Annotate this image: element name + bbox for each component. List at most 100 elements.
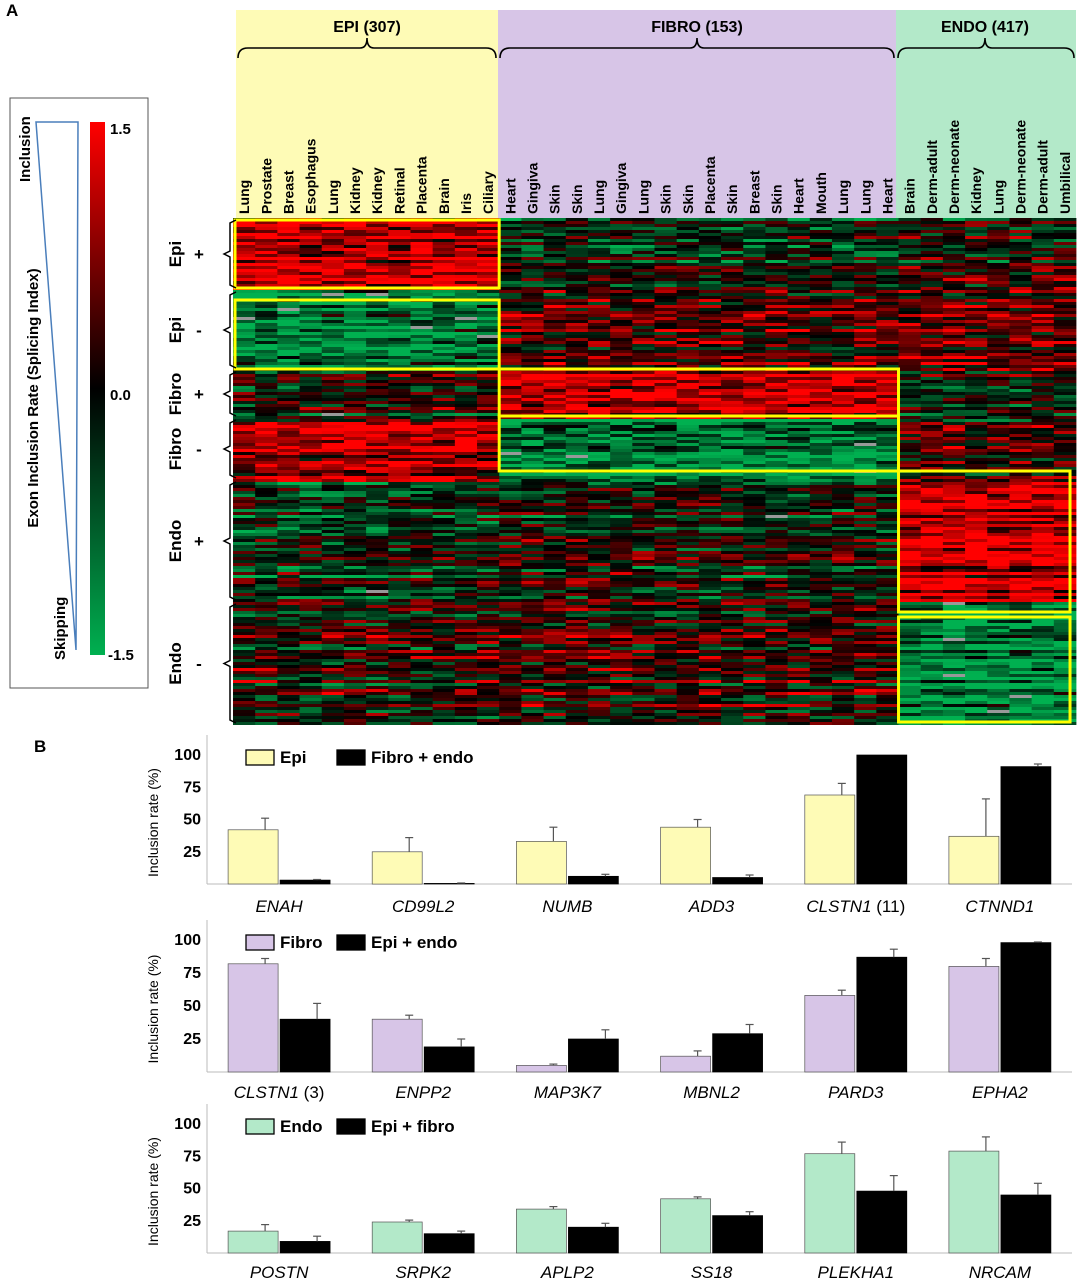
heatmap-cell xyxy=(654,353,678,356)
heatmap-cell xyxy=(410,305,434,308)
heatmap-cell xyxy=(233,416,256,419)
heatmap-cell xyxy=(366,422,389,425)
heatmap-cell xyxy=(876,290,899,293)
heatmap-cell xyxy=(610,377,633,380)
heatmap-cell xyxy=(1009,425,1033,428)
heatmap-cell xyxy=(321,557,345,560)
heatmap-cell xyxy=(321,251,345,254)
heatmap-cell xyxy=(676,359,700,362)
heatmap-cell xyxy=(743,593,766,596)
heatmap-cell xyxy=(987,401,1010,404)
heatmap-cell xyxy=(987,356,1010,359)
heatmap-cell xyxy=(565,449,589,452)
heatmap-cell xyxy=(831,551,855,554)
heatmap-cell xyxy=(654,374,678,377)
heatmap-cell xyxy=(366,518,389,521)
heatmap-cell xyxy=(565,419,589,422)
heatmap-cell xyxy=(787,446,811,449)
heatmap-cell xyxy=(1009,287,1033,290)
heatmap-cell xyxy=(676,572,700,575)
heatmap-cell xyxy=(654,272,678,275)
heatmap-cell xyxy=(454,350,478,353)
heatmap-cell xyxy=(898,383,922,386)
heatmap-cell xyxy=(477,332,500,335)
heatmap-cell xyxy=(743,275,766,278)
heatmap-cell xyxy=(277,602,300,605)
heatmap-cell xyxy=(388,278,411,281)
heatmap-cell xyxy=(654,338,678,341)
heatmap-cell xyxy=(432,251,456,254)
heatmap-cell xyxy=(1053,476,1077,479)
heatmap-cell xyxy=(654,329,678,332)
heatmap-cell xyxy=(787,593,811,596)
heatmap-cell xyxy=(477,317,500,320)
heatmap-cell xyxy=(765,434,788,437)
heatmap-cell xyxy=(565,473,589,476)
heatmap-cell xyxy=(854,527,877,530)
heatmap-cell xyxy=(942,284,966,287)
heatmap-cell xyxy=(499,245,522,248)
heatmap-cell xyxy=(299,590,323,593)
heatmap-cell xyxy=(721,404,744,407)
heatmap-cell xyxy=(255,539,278,542)
heatmap-cell xyxy=(809,239,833,242)
heatmap-cell xyxy=(255,551,278,554)
heatmap-cell xyxy=(388,521,411,524)
heatmap-cell xyxy=(343,275,367,278)
heatmap-cell xyxy=(854,332,877,335)
heatmap-cell xyxy=(831,224,855,227)
heatmap-cell xyxy=(809,395,833,398)
heatmap-cell xyxy=(343,452,367,455)
heatmap-cell xyxy=(610,440,633,443)
heatmap-cell xyxy=(1009,542,1033,545)
heatmap-cell xyxy=(831,356,855,359)
heatmap-cell xyxy=(255,413,278,416)
heatmap-cell xyxy=(965,227,988,230)
heatmap-cell xyxy=(920,311,944,314)
heatmap-cell xyxy=(676,485,700,488)
heatmap-cell xyxy=(477,557,500,560)
heatmap-cell xyxy=(965,524,988,527)
heatmap-cell xyxy=(565,467,589,470)
heatmap-cell xyxy=(610,251,633,254)
heatmap-cell xyxy=(454,272,478,275)
heatmap-cell xyxy=(299,254,323,257)
heatmap-cell xyxy=(277,572,300,575)
heatmap-cell xyxy=(1053,512,1077,515)
heatmap-cell xyxy=(743,476,766,479)
heatmap-cell xyxy=(321,464,345,467)
heatmap-cell xyxy=(543,539,567,542)
heatmap-cell xyxy=(854,563,877,566)
heatmap-cell xyxy=(632,539,655,542)
heatmap-cell xyxy=(676,332,700,335)
heatmap-cell xyxy=(543,449,567,452)
heatmap-cell xyxy=(987,269,1010,272)
heatmap-cell xyxy=(698,386,722,389)
heatmap-cell xyxy=(388,506,411,509)
heatmap-cell xyxy=(1009,422,1033,425)
heatmap-cell xyxy=(610,293,633,296)
heatmap-cell xyxy=(299,572,323,575)
heatmap-cell xyxy=(743,452,766,455)
heatmap-cell xyxy=(965,482,988,485)
heatmap-cell xyxy=(698,272,722,275)
heatmap-cell xyxy=(942,581,966,584)
heatmap-cell xyxy=(898,347,922,350)
heatmap-cell xyxy=(321,329,345,332)
heatmap-cell xyxy=(521,374,544,377)
heatmap-cell xyxy=(920,503,944,506)
heatmap-cell xyxy=(255,488,278,491)
heatmap-cell xyxy=(765,539,788,542)
heatmap-cell xyxy=(521,308,544,311)
heatmap-cell xyxy=(965,314,988,317)
heatmap-cell xyxy=(765,587,788,590)
heatmap-cell xyxy=(787,224,811,227)
heatmap-cell xyxy=(743,344,766,347)
heatmap-cell xyxy=(277,479,300,482)
heatmap-cell xyxy=(299,509,323,512)
heatmap-cell xyxy=(299,362,323,365)
heatmap-cell xyxy=(543,467,567,470)
heatmap-cell xyxy=(321,497,345,500)
heatmap-cell xyxy=(654,587,678,590)
heatmap-cell xyxy=(299,260,323,263)
